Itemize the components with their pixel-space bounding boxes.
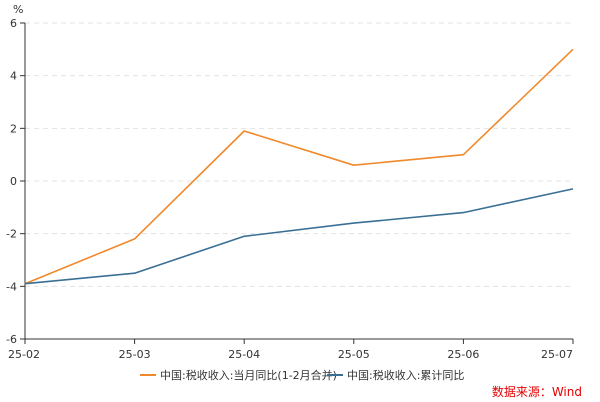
legend-label-2: 中国:税收收入:累计同比 [347, 368, 464, 382]
series-line-1 [24, 48, 574, 285]
legend-label-1: 中国:税收收入:当月同比(1-2月合并) [160, 368, 337, 382]
series-lines [24, 48, 574, 285]
x-tick-label: 25-07 [541, 348, 573, 361]
y-tick-label: -2 [6, 228, 17, 241]
y-tick-label: 2 [10, 122, 17, 135]
x-tick-label: 25-06 [447, 348, 479, 361]
y-tick-label: 4 [10, 70, 17, 83]
x-tick-label: 25-05 [338, 348, 370, 361]
y-tick-label: -6 [6, 333, 17, 346]
x-tick-label: 25-03 [119, 348, 151, 361]
y-tick-label: 0 [10, 175, 17, 188]
y-tick-label: -4 [6, 280, 17, 293]
x-axis: 25-02 25-03 25-04 25-05 25-06 25-07 [8, 338, 574, 361]
y-axis: 6 4 2 0 -2 -4 -6 [6, 17, 26, 346]
legend: 中国:税收收入:当月同比(1-2月合并) 中国:税收收入:累计同比 [140, 368, 464, 382]
source-label: 数据来源：Wind [492, 384, 582, 399]
y-unit-label: % [13, 3, 23, 16]
y-tick-label: 6 [10, 17, 17, 30]
x-tick-label: 25-04 [228, 348, 260, 361]
x-tick-label: 25-02 [8, 348, 40, 361]
series-line-2 [24, 188, 574, 285]
gridlines [25, 22, 573, 287]
